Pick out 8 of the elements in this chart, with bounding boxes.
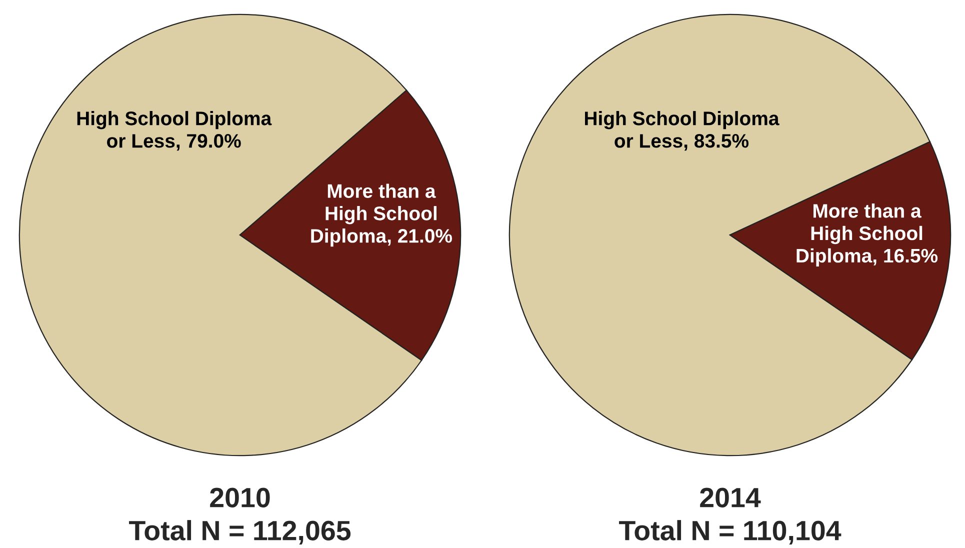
slice-label: High School Diploma or Less, 83.5%	[585, 111, 780, 151]
slice-label: More than a High School Diploma, 21.0%	[311, 184, 452, 247]
slice-label: High School Diploma or Less, 79.0%	[77, 111, 272, 151]
text: Total N = 112,065	[129, 520, 351, 544]
slice-label: More than a High School Diploma, 16.5%	[796, 204, 938, 266]
text: 2010	[210, 488, 270, 508]
text: 2014	[700, 488, 761, 508]
text: Total N = 110,104	[619, 520, 842, 544]
